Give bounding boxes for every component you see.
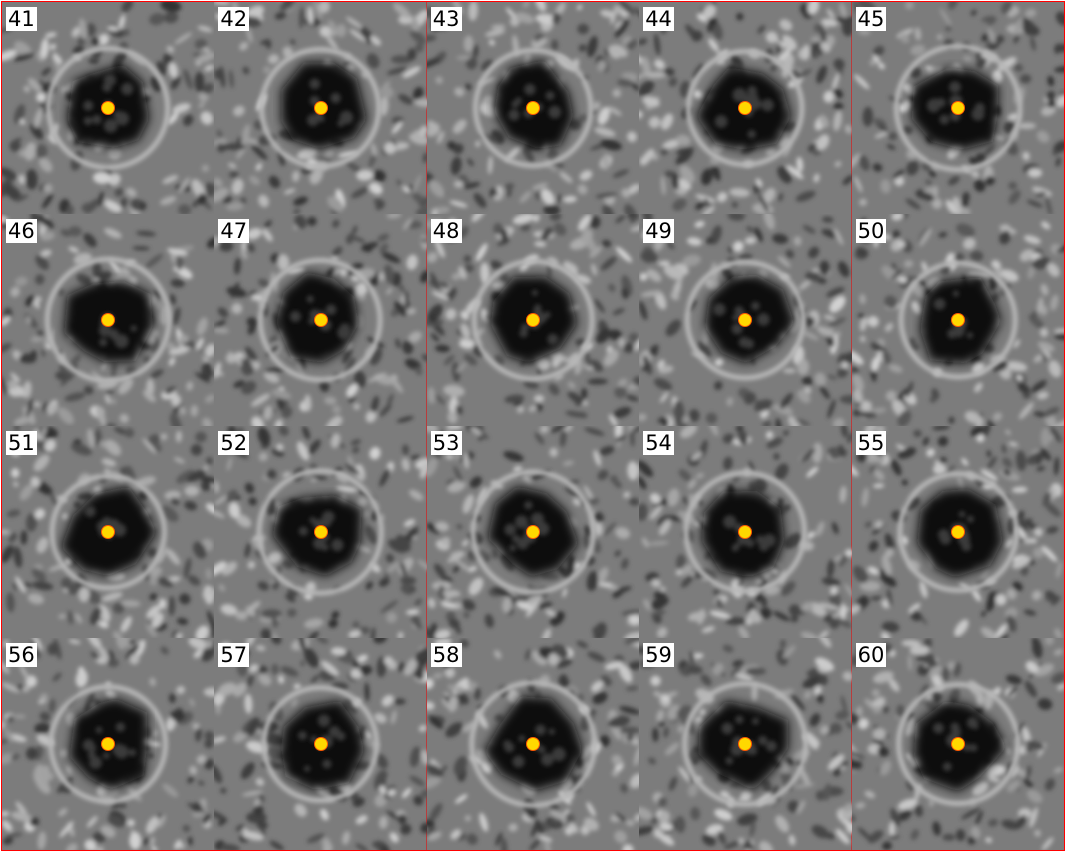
particle-image xyxy=(426,638,640,850)
particle-tile[interactable]: 52 xyxy=(214,426,427,638)
particle-tile[interactable]: 43 xyxy=(426,2,640,214)
particle-image xyxy=(851,426,1064,638)
particle-center-marker xyxy=(314,526,327,538)
particle-center-marker xyxy=(739,314,752,326)
particle-center-marker xyxy=(102,738,115,750)
particle-center-marker xyxy=(526,102,539,114)
particle-center-marker xyxy=(951,738,964,750)
particle-center-marker xyxy=(951,526,964,538)
tile-number-label: 51 xyxy=(6,431,37,455)
tile-number-label: 41 xyxy=(6,7,37,31)
particle-tile[interactable]: 59 xyxy=(639,638,852,850)
tile-number-label: 47 xyxy=(218,219,250,243)
particle-tile[interactable]: 54 xyxy=(639,426,852,638)
tile-number-label: 58 xyxy=(430,643,462,667)
tile-number-label: 43 xyxy=(430,7,462,31)
particle-tile[interactable]: 51 xyxy=(2,426,215,638)
particle-tile[interactable]: 42 xyxy=(214,2,427,214)
particle-tile[interactable]: 46 xyxy=(2,214,215,426)
particle-tile[interactable]: 58 xyxy=(426,638,640,850)
particle-center-marker xyxy=(526,314,539,326)
tile-number-label: 54 xyxy=(643,431,674,455)
particle-tile[interactable]: 56 xyxy=(2,638,215,850)
tile-number-label: 57 xyxy=(218,643,250,667)
particle-center-marker xyxy=(102,314,115,326)
particle-center-marker xyxy=(951,102,964,114)
particle-center-marker xyxy=(314,102,327,114)
particle-center-marker xyxy=(739,102,752,114)
tile-number-label: 56 xyxy=(6,643,37,667)
tile-number-label: 53 xyxy=(430,431,462,455)
tile-number-label: 42 xyxy=(218,7,250,31)
particle-tile[interactable]: 45 xyxy=(851,2,1064,214)
tile-number-label: 55 xyxy=(855,431,887,455)
particle-center-marker xyxy=(102,102,115,114)
tile-number-label: 52 xyxy=(218,431,250,455)
tile-number-label: 44 xyxy=(643,7,674,31)
tile-number-label: 46 xyxy=(6,219,37,243)
particle-center-marker xyxy=(739,526,752,538)
particle-image xyxy=(426,2,640,214)
tile-number-label: 60 xyxy=(855,643,887,667)
particle-image xyxy=(639,638,852,850)
particle-center-marker xyxy=(314,314,327,326)
particle-center-marker xyxy=(951,314,964,326)
particle-tile[interactable]: 47 xyxy=(214,214,427,426)
particle-image xyxy=(639,426,852,638)
particle-center-marker xyxy=(739,738,752,750)
particle-center-marker xyxy=(102,526,115,538)
particle-center-marker xyxy=(526,738,539,750)
particle-tile[interactable]: 60 xyxy=(851,638,1064,850)
particle-image xyxy=(426,426,640,638)
particle-center-marker xyxy=(526,526,539,538)
particle-tile[interactable]: 50 xyxy=(851,214,1064,426)
tile-number-label: 45 xyxy=(855,7,887,31)
particle-tile[interactable]: 44 xyxy=(639,2,852,214)
particle-tile[interactable]: 41 xyxy=(2,2,215,214)
particle-image xyxy=(2,2,215,214)
tile-number-label: 49 xyxy=(643,219,674,243)
tile-number-label: 48 xyxy=(430,219,462,243)
particle-tile[interactable]: 49 xyxy=(639,214,852,426)
particle-center-marker xyxy=(314,738,327,750)
particle-tile[interactable]: 57 xyxy=(214,638,427,850)
tile-number-label: 59 xyxy=(643,643,674,667)
tile-number-label: 50 xyxy=(855,219,887,243)
particle-tile[interactable]: 53 xyxy=(426,426,640,638)
particle-tile[interactable]: 48 xyxy=(426,214,640,426)
particle-tile[interactable]: 55 xyxy=(851,426,1064,638)
